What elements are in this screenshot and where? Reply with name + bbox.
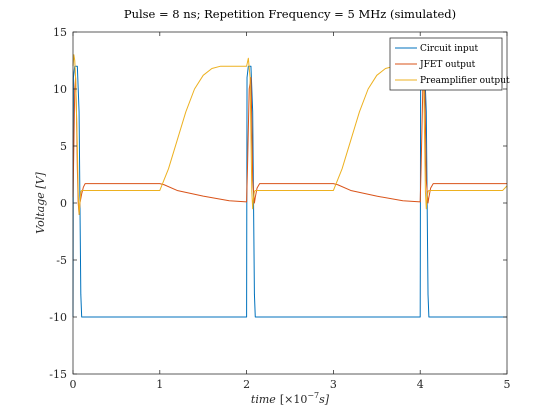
x-axis-label-exp: −7 bbox=[307, 391, 319, 400]
y-tick-label: -10 bbox=[49, 311, 67, 324]
y-tick-label: 0 bbox=[60, 197, 67, 210]
x-axis-label-unit-end: s] bbox=[319, 393, 330, 406]
x-tick-label: 2 bbox=[243, 378, 250, 391]
legend-label-2: JFET output bbox=[419, 60, 476, 70]
legend-label-3: Preamplifier output bbox=[420, 76, 510, 86]
x-axis-label: time [×10−7s] bbox=[251, 391, 330, 406]
x-tick-label: 1 bbox=[156, 378, 163, 391]
x-axis-label-var: time bbox=[251, 393, 276, 406]
legend: Circuit input JFET output Preamplifier out… bbox=[389, 37, 510, 91]
chart-title: Pulse = 8 ns; Repetition Frequency = 5 M… bbox=[124, 7, 456, 21]
x-tick-label: 5 bbox=[504, 378, 511, 391]
x-tick-label: 3 bbox=[330, 378, 337, 391]
y-axis-label: Voltage [V] bbox=[34, 171, 47, 233]
y-tick-label: 15 bbox=[53, 26, 67, 39]
ticks-layer: 0 1 2 3 4 5 -15 -10 -5 0 5 10 15 bbox=[49, 26, 510, 391]
x-tick-label: 0 bbox=[70, 378, 77, 391]
y-tick-label: -15 bbox=[49, 368, 67, 381]
y-tick-label: -5 bbox=[56, 254, 67, 267]
x-tick-label: 4 bbox=[417, 378, 424, 391]
x-axis-label-unit: [×10 bbox=[280, 393, 308, 406]
series-line-3 bbox=[72, 54, 508, 215]
y-tick-label: 10 bbox=[53, 83, 67, 96]
y-tick-label: 5 bbox=[60, 140, 67, 153]
legend-label-1: Circuit input bbox=[420, 44, 478, 54]
